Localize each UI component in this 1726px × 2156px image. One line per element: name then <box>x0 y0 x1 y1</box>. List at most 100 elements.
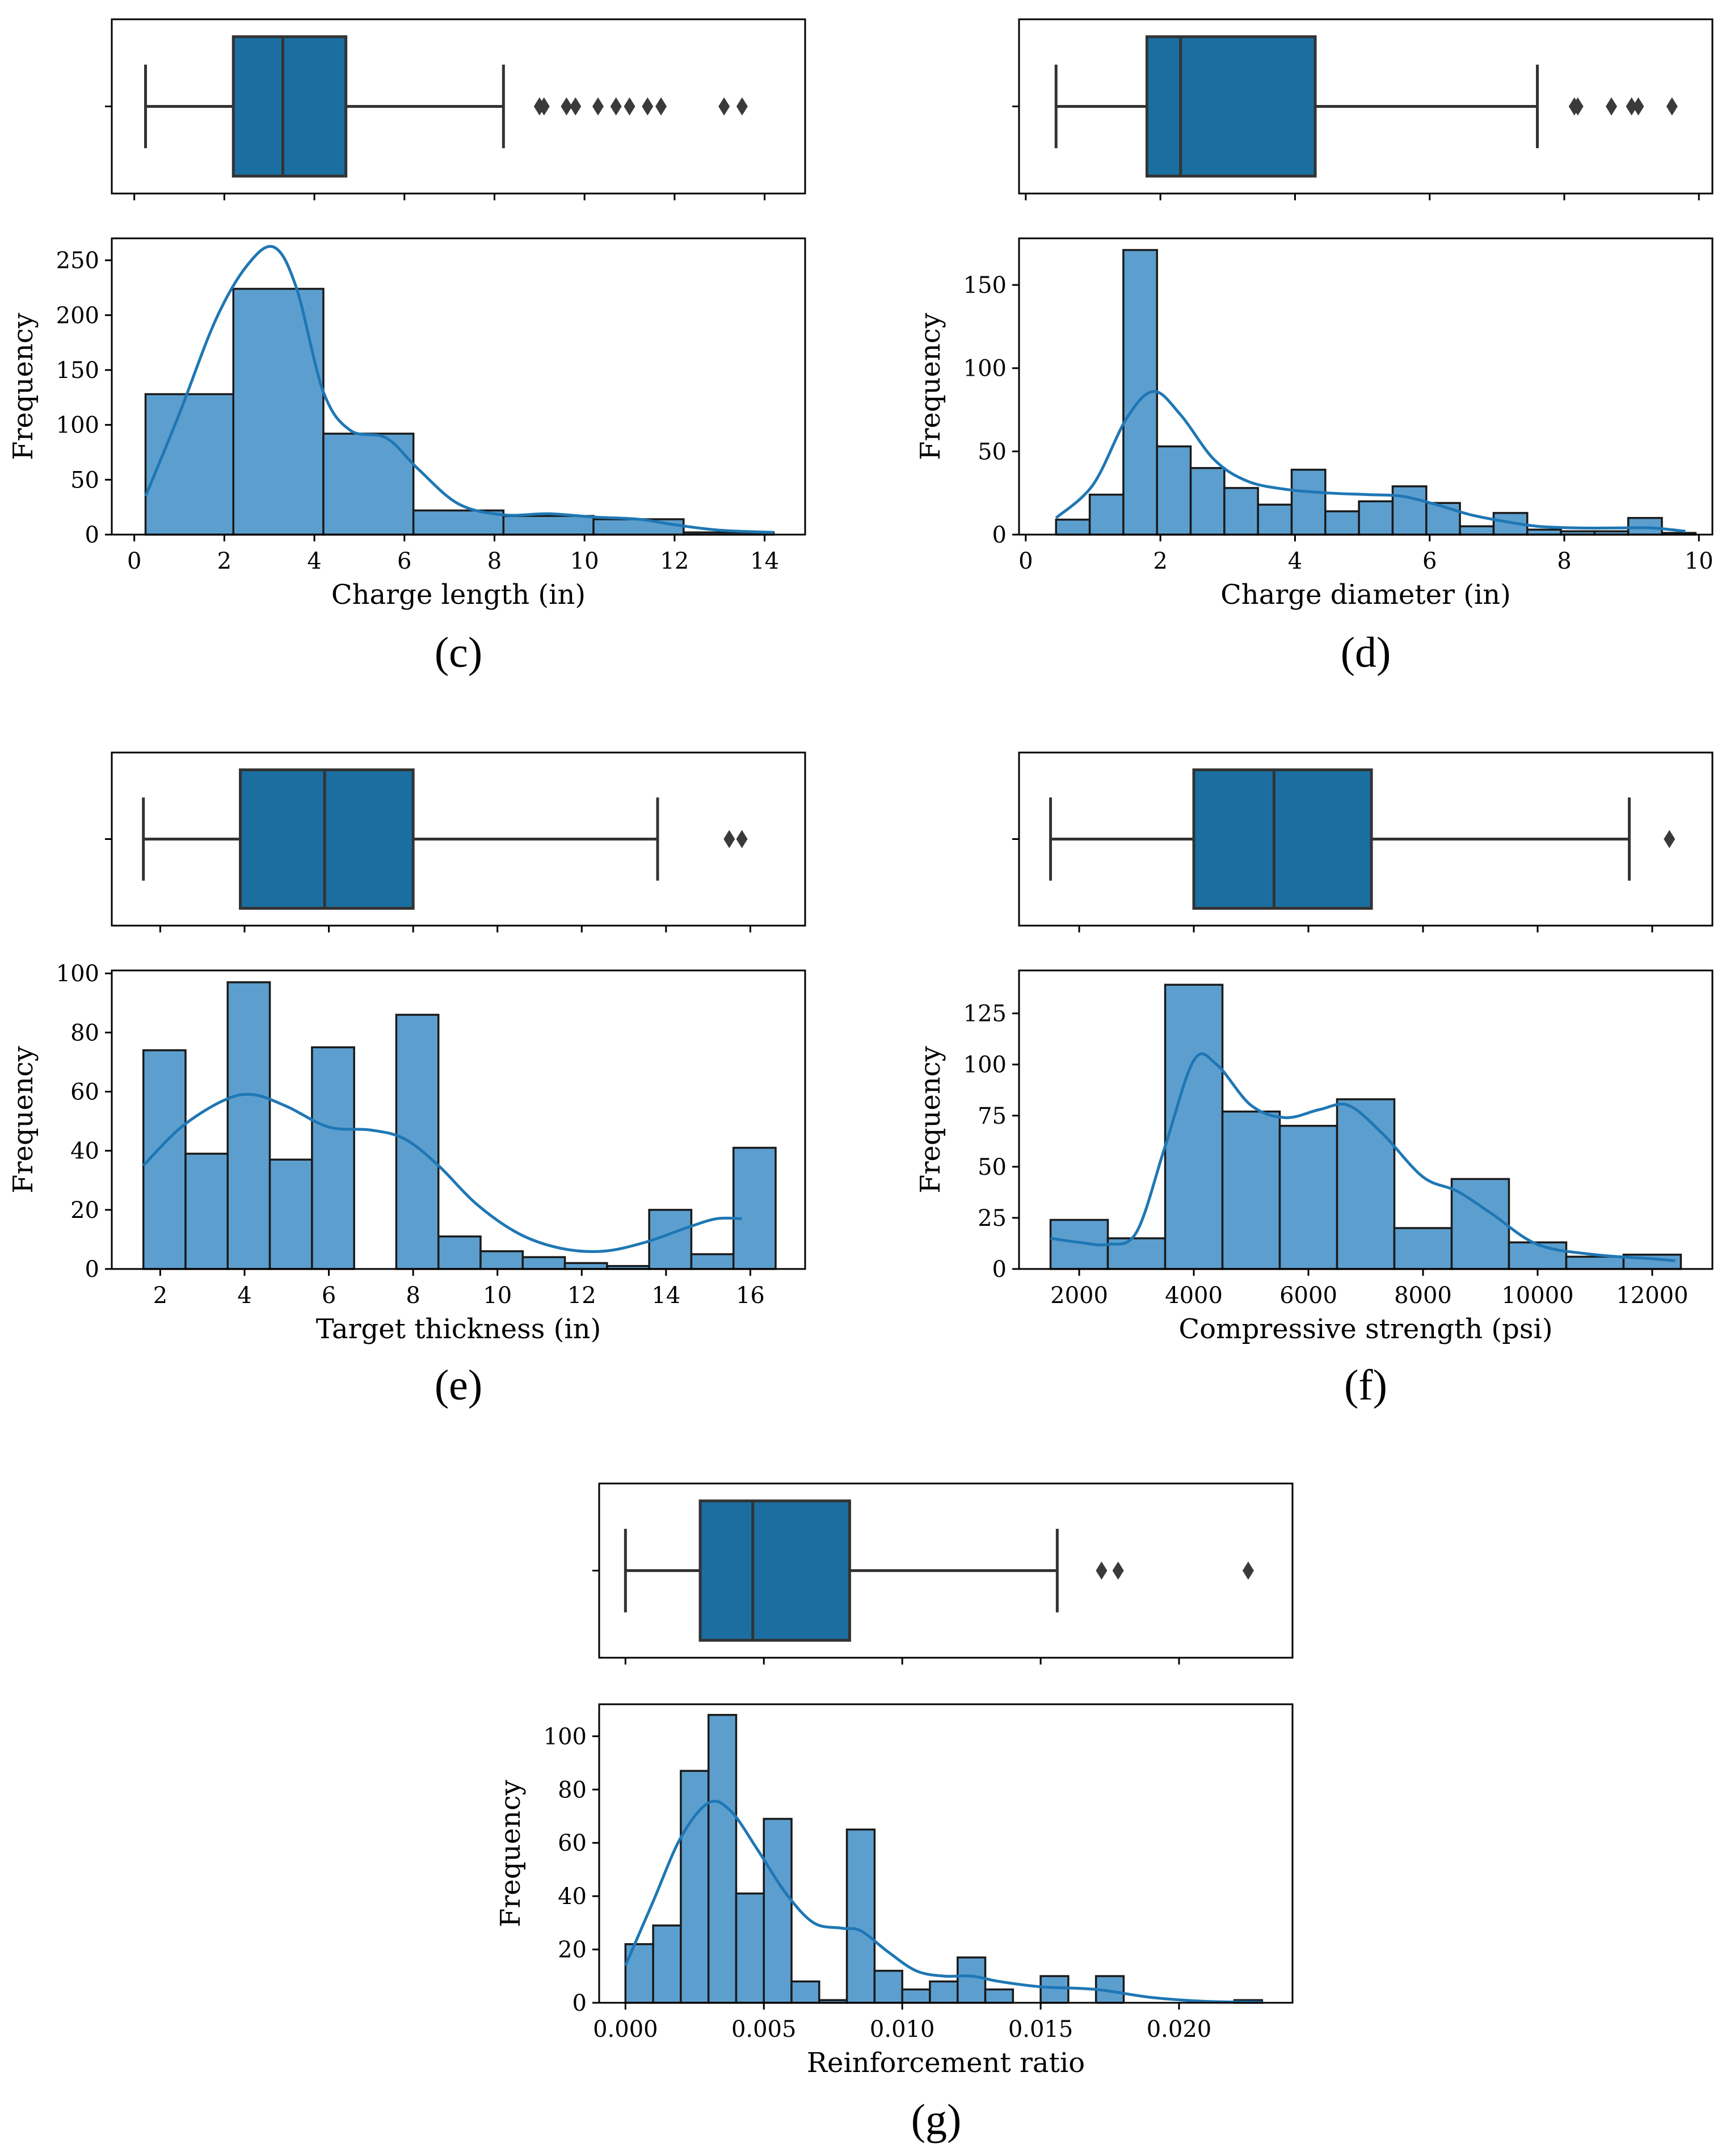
y-tick-label: 40 <box>70 1138 99 1165</box>
boxplot-outlier <box>1664 830 1676 848</box>
histogram-bar <box>1278 1125 1338 1270</box>
x-tick-label: 0.010 <box>870 2016 935 2042</box>
chart-f: 2000 4000 6000 8000 10000 12000 0 25 50 75 100 125 C… <box>915 751 1714 1409</box>
x-axis-label: Reinforcement ratio <box>807 2047 1085 2079</box>
histogram-bar <box>1290 468 1327 536</box>
histogram-bar <box>732 1146 777 1270</box>
kde-curve <box>142 1092 742 1253</box>
kde-curve <box>1050 1052 1676 1263</box>
histogram-bar <box>311 1046 355 1270</box>
x-tick-label: 8 <box>487 548 502 574</box>
y-axis-label: Frequency <box>915 313 946 460</box>
x-tick-label: 6 <box>322 1283 336 1309</box>
boxplot-outlier <box>570 97 582 116</box>
boxplot-box <box>1145 35 1317 178</box>
x-tick-label: 2 <box>217 548 231 574</box>
histogram-frame <box>111 969 806 1270</box>
y-tick-label: 50 <box>70 467 99 493</box>
kde-curve <box>624 1800 1262 2004</box>
boxplot-outlier <box>718 97 730 116</box>
boxplot-outlier <box>1572 97 1584 116</box>
x-tick-label: 2 <box>153 1283 167 1309</box>
boxplot-outlier <box>1632 97 1644 116</box>
chart-c: 0 2 4 6 8 10 12 14 0 50 100 150 200 250 Charge length … <box>7 18 806 676</box>
y-tick-label: 0 <box>992 522 1007 548</box>
boxplot-outlier <box>1666 97 1678 116</box>
histogram-bar <box>1627 516 1663 536</box>
y-tick-label: 80 <box>70 1020 99 1046</box>
x-tick-label: 10 <box>1685 548 1714 574</box>
histogram-bar <box>479 1250 524 1270</box>
histogram-bar <box>1257 503 1293 536</box>
histogram-bar <box>1324 510 1360 536</box>
boxplot-outlier <box>592 97 604 116</box>
histogram-bar <box>707 1714 738 2004</box>
histogram-bar <box>1565 1255 1625 1270</box>
x-tick-label: 0.000 <box>593 2016 658 2042</box>
y-tick-label: 0 <box>992 1256 1007 1283</box>
x-tick-label: 14 <box>651 1283 680 1309</box>
x-tick-label: 14 <box>750 548 779 574</box>
y-tick-label: 0 <box>85 1256 99 1283</box>
y-axis-label: Frequency <box>7 313 39 460</box>
y-tick-label: 200 <box>56 302 99 329</box>
histogram-bar <box>735 1892 765 2004</box>
y-tick-label: 40 <box>558 1884 587 1910</box>
y-tick-label: 100 <box>963 1052 1007 1078</box>
histogram-bar <box>502 515 595 536</box>
y-tick-label: 150 <box>56 358 99 384</box>
x-tick-label: 0 <box>127 548 141 574</box>
x-axis-label: Compressive strength (psi) <box>1178 1313 1552 1345</box>
histogram-bar <box>1223 487 1259 536</box>
histogram-bar <box>563 1262 608 1270</box>
kde-curve <box>1055 390 1686 533</box>
x-tick-label: 2 <box>1153 548 1167 574</box>
histogram-bar <box>437 1235 482 1270</box>
histogram-bar <box>395 1014 440 1270</box>
histogram-bar <box>1055 518 1091 536</box>
boxplot-box <box>231 35 348 178</box>
y-tick-label: 100 <box>963 356 1007 382</box>
y-axis-label: Frequency <box>7 1046 39 1193</box>
boxplot-outlier <box>1096 1561 1108 1580</box>
x-tick-label: 4 <box>237 1283 251 1309</box>
x-tick-label: 10000 <box>1501 1283 1573 1309</box>
histogram-bar <box>1189 466 1226 536</box>
histogram-bar <box>521 1256 566 1270</box>
histogram-bar <box>184 1153 229 1270</box>
x-tick-label: 10 <box>483 1283 512 1309</box>
y-axis-label: Frequency <box>495 1780 527 1927</box>
histogram-bar <box>1156 445 1192 536</box>
boxplot-outlier <box>642 97 654 116</box>
histogram-bar <box>984 1988 1014 2004</box>
x-tick-label: 0.015 <box>1008 2016 1074 2042</box>
x-axis-label: Charge diameter (in) <box>1220 579 1511 611</box>
y-tick-label: 100 <box>544 1724 587 1750</box>
x-tick-label: 10 <box>570 548 599 574</box>
chart-g: 0.000 0.005 0.010 0.015 0.020 0 20 40 60 80 100 Rei… <box>495 1482 1294 2144</box>
y-tick-label: 0 <box>85 522 99 548</box>
histogram-bar <box>1336 1098 1396 1270</box>
x-tick-label: 0.020 <box>1147 2016 1212 2042</box>
boxplot-outlier <box>655 97 667 116</box>
boxplot-outlier <box>723 830 735 848</box>
boxplot-outlier <box>538 97 550 116</box>
histogram-bar <box>956 1956 987 2004</box>
y-tick-label: 0 <box>572 1990 587 2016</box>
histogram-bar <box>652 1924 682 2004</box>
x-tick-label: 0 <box>1018 548 1033 574</box>
boxplot-outlier <box>1112 1561 1124 1580</box>
histogram-bar <box>1425 502 1461 536</box>
boxplot-outlier <box>624 97 635 116</box>
histogram-frame <box>1018 969 1714 1270</box>
histogram-bar <box>232 288 325 536</box>
y-tick-label: 20 <box>558 1937 587 1963</box>
boxplot-box <box>1192 768 1373 910</box>
histogram-bar <box>690 1253 735 1270</box>
histogram-bar <box>1393 1227 1453 1270</box>
histogram-bar <box>1358 500 1394 536</box>
histogram-bar <box>1221 1110 1281 1270</box>
boxplot-box <box>239 768 415 910</box>
